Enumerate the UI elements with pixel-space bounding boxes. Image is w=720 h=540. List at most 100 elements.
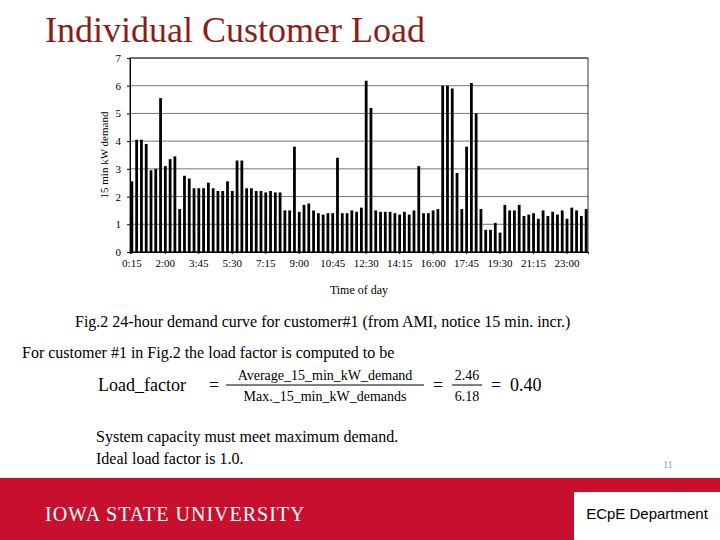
bar [221,191,224,252]
bar [350,210,353,252]
bar [293,147,296,252]
y-axis: 01234567 [116,52,131,258]
formula-equals: = [491,375,501,395]
y-tick-label: 6 [116,80,122,92]
formula-value-numerator: 2.46 [455,368,480,383]
x-tick: 10:45 [320,252,346,269]
note-text: Ideal load factor is 1.0. [96,450,244,467]
bar [226,181,229,252]
x-axis-title: Time of day [330,283,388,297]
bar [178,209,181,252]
x-tick-label: 5:30 [223,257,243,269]
footer-department-box [574,492,720,540]
x-tick-mark [265,252,266,254]
bar [561,210,564,252]
x-tick-label: 14:15 [387,257,413,269]
bar [427,213,430,252]
bar [217,191,220,252]
y-axis-line [127,59,131,253]
bar [451,88,454,252]
footer-band [0,478,720,540]
bar [207,183,210,252]
bar [245,188,248,252]
x-tick: 16:00 [421,252,447,269]
bar [264,192,267,252]
x-tick-mark [433,252,434,254]
x-tick-label: 12:30 [354,257,380,269]
bar [240,161,243,252]
y-tick-label: 3 [116,163,122,175]
x-tick-mark [332,252,333,254]
bar [135,140,138,252]
y-tick: 2 [116,191,131,203]
bar [231,191,234,252]
bar [446,86,449,252]
y-tick-label: 5 [116,107,122,119]
bar [503,205,506,252]
bar [250,188,253,252]
x-tick-label: 7:15 [256,257,276,269]
intro-text: For customer #1 in Fig.2 the load factor… [22,344,394,362]
x-tick-label: 9:00 [289,257,309,269]
x-tick-mark [366,252,367,254]
x-tick-mark [299,252,300,254]
formula-numerator: Average_15_min_kW_demand [238,368,413,383]
x-tick: 23:00 [554,252,580,269]
y-tick: 6 [116,80,131,92]
bar [417,166,420,252]
bar [494,223,497,252]
bar [193,188,196,252]
y-tick-label: 0 [116,246,122,258]
formula-lhs: Load_factor [98,375,186,395]
x-tick-label: 3:45 [189,257,209,269]
y-tick: 3 [116,163,131,175]
bar [317,213,320,252]
bar [508,210,511,252]
y-tick: 7 [116,52,131,64]
formula-denominator: Max._15_min_kW_demands [244,389,407,404]
page-number: 11 [663,459,673,470]
bar [489,230,492,252]
bar [283,210,286,252]
bar [288,210,291,252]
bar [260,191,263,252]
x-tick-mark [198,252,199,254]
y-tick-mark [127,169,130,170]
x-tick: 17:45 [454,252,480,269]
y-tick-mark [127,113,130,114]
x-tick-label: 17:45 [454,257,480,269]
x-tick-mark [500,252,501,254]
bar [140,140,143,252]
bar [537,219,540,252]
bar [327,213,330,252]
bar [441,86,444,252]
bar [355,212,358,252]
y-tick-mark [127,252,130,253]
bar [480,209,483,252]
plot-area [130,81,587,252]
chart: 012345670:152:003:455:307:159:0010:4512:… [116,52,589,269]
bar [331,213,334,252]
x-tick-label: 10:45 [320,257,346,269]
bar [542,210,545,252]
x-tick: 14:15 [387,252,413,269]
slide-title: Individual Customer Load [45,10,425,50]
bar [269,191,272,252]
bar [150,170,153,252]
footer-department: ECpE Department [586,505,709,522]
grid-line [130,168,588,169]
y-tick: 4 [116,135,131,147]
x-tick: 19:30 [488,252,514,269]
bar [422,213,425,252]
figure-caption: Fig.2 24-hour demand curve for customer#… [75,313,570,331]
x-tick-mark [567,252,568,254]
y-tick-mark [127,86,130,87]
bar [307,204,310,253]
bar [154,169,157,252]
bar [398,215,401,252]
y-tick-mark [127,197,130,198]
slide: Individual Customer Load012345670:152:00… [0,0,720,540]
bar [303,205,306,252]
bar [456,173,459,252]
formula-equals: = [433,375,443,395]
